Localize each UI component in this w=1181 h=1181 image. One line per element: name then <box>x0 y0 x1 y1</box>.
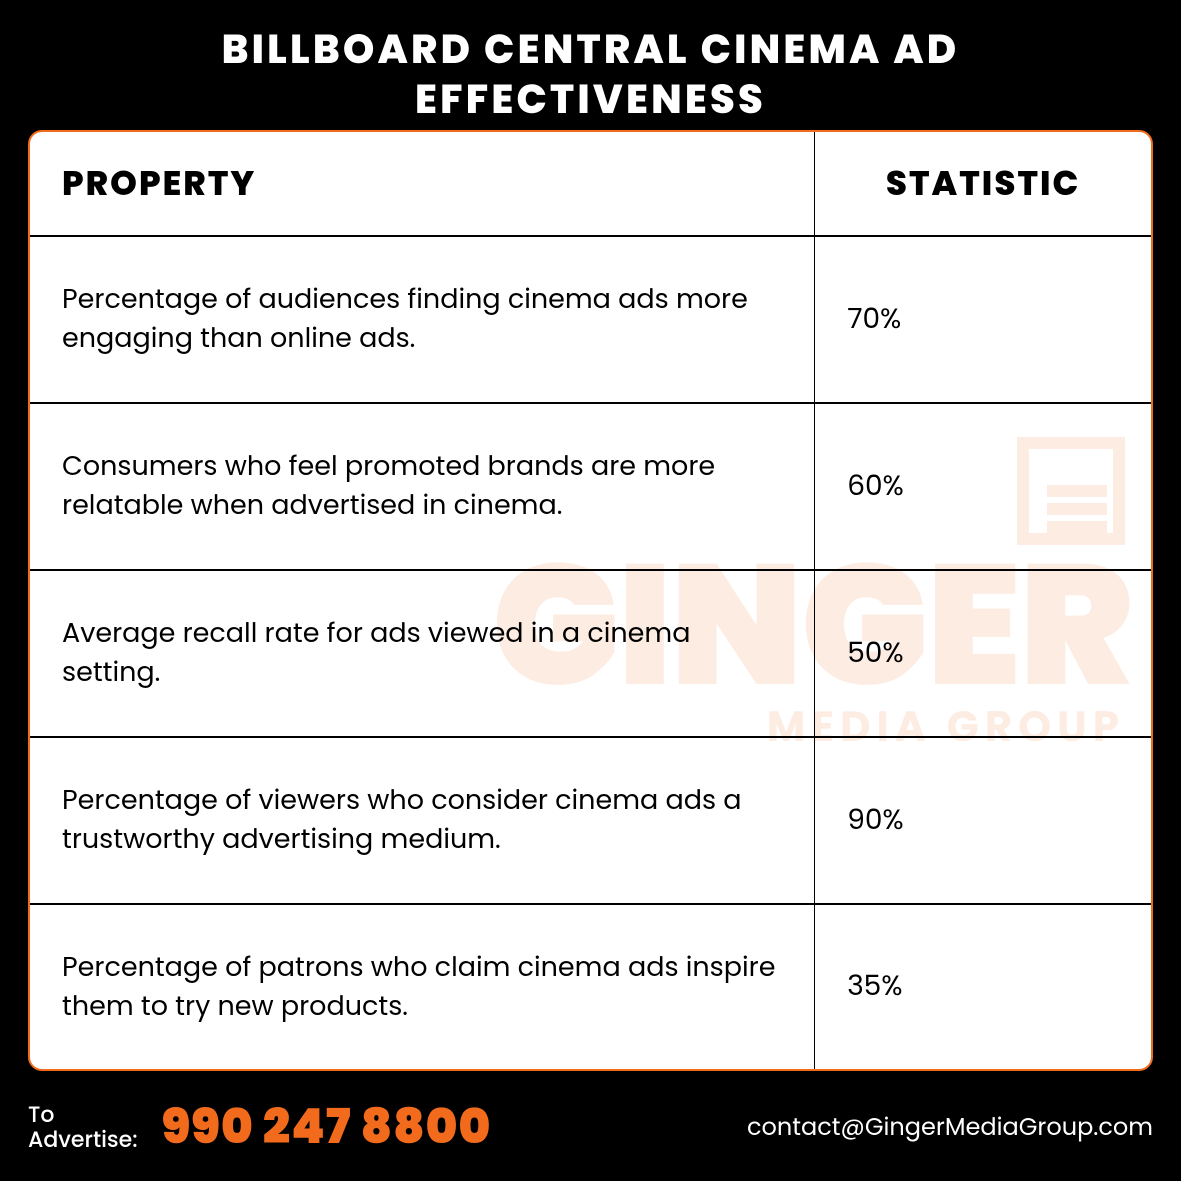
contact-email: contact@GingerMediaGroup.com <box>747 1110 1153 1145</box>
stats-table: PROPERTY STATISTIC Percentage of audienc… <box>30 132 1151 1069</box>
stats-table-container: GINGER MEDIA GROUP PROPERTY STATISTIC Pe… <box>28 130 1153 1071</box>
statistic-cell: 90% <box>815 737 1151 904</box>
property-cell: Consumers who feel promoted brands are m… <box>30 403 815 570</box>
property-cell: Percentage of patrons who claim cinema a… <box>30 904 815 1070</box>
statistic-cell: 50% <box>815 570 1151 737</box>
to-advertise-label: ToAdvertise: <box>28 1102 138 1153</box>
statistic-cell: 35% <box>815 904 1151 1070</box>
statistic-cell: 70% <box>815 236 1151 403</box>
table-row: Percentage of audiences finding cinema a… <box>30 236 1151 403</box>
property-cell: Percentage of audiences finding cinema a… <box>30 236 815 403</box>
col-header-property: PROPERTY <box>30 132 815 236</box>
footer: ToAdvertise: 990 247 8800 contact@Ginger… <box>28 1091 1153 1163</box>
table-row: Consumers who feel promoted brands are m… <box>30 403 1151 570</box>
page-title: BILLBOARD CENTRAL CINEMA AD EFFECTIVENES… <box>0 0 1181 138</box>
phone-number: 990 247 8800 <box>162 1091 492 1163</box>
property-cell: Average recall rate for ads viewed in a … <box>30 570 815 737</box>
table-row: Percentage of patrons who claim cinema a… <box>30 904 1151 1070</box>
col-header-statistic: STATISTIC <box>815 132 1151 236</box>
table-row: Average recall rate for ads viewed in a … <box>30 570 1151 737</box>
statistic-cell: 60% <box>815 403 1151 570</box>
table-header-row: PROPERTY STATISTIC <box>30 132 1151 236</box>
table-row: Percentage of viewers who consider cinem… <box>30 737 1151 904</box>
property-cell: Percentage of viewers who consider cinem… <box>30 737 815 904</box>
